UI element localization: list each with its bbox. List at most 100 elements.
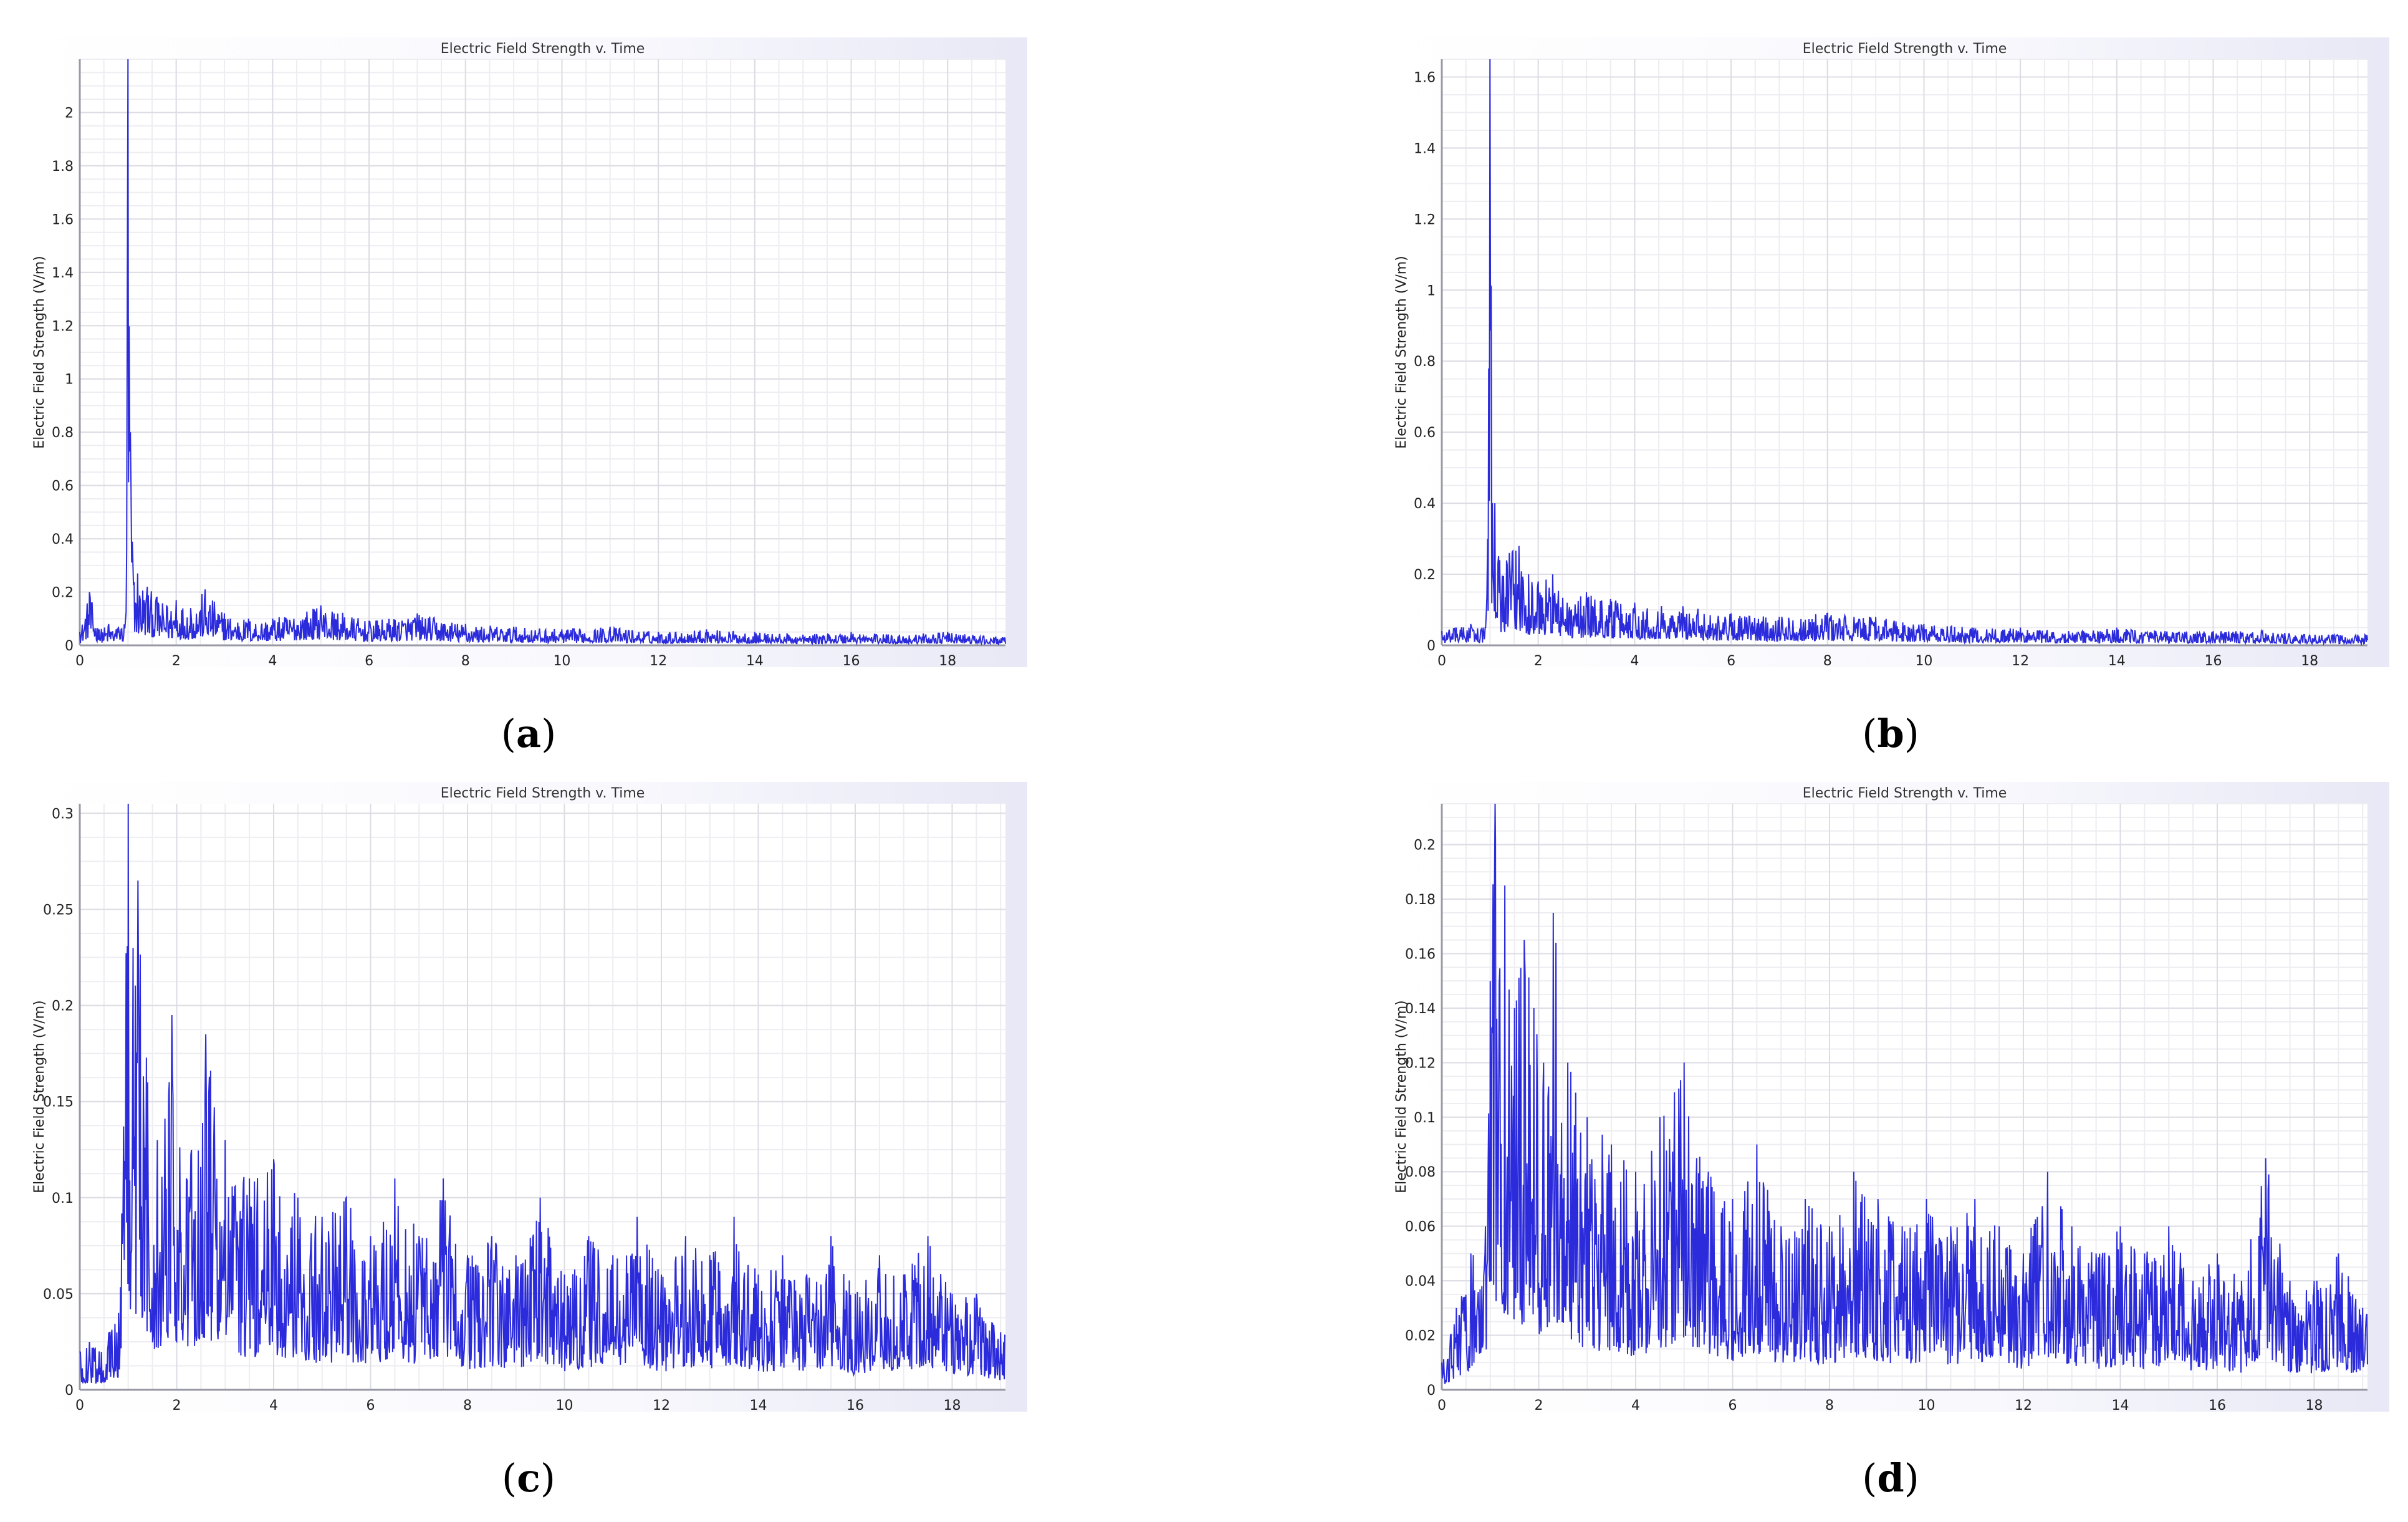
x-tick-label: 8 [461,653,470,667]
x-tick-label: 14 [746,653,764,667]
y-tick-label: 0.2 [52,999,74,1014]
y-axis-label: Electric Field Strength (V/m) [1394,1000,1409,1193]
y-tick-label: 1.8 [52,159,74,175]
chart-b-svg: 0 2 4 6 8 10 12 14 16 18 0 0.2 0.4 0.6 0.8 1 1.2 1.4 1.6 El… [1392,37,2389,667]
y-axis-label: Electric Field Strength (V/m) [32,1000,47,1193]
chart-title: Electric Field Strength v. Time [1803,786,2007,801]
x-tick-label: 4 [1630,653,1639,667]
x-tick-label: 6 [366,1398,375,1412]
y-tick-label: 0.4 [52,532,74,547]
y-tick-label: 0.6 [52,479,74,494]
caption-d-letter: d [1877,1455,1904,1501]
x-tick-label: 18 [939,653,956,667]
y-tick-label: 0.3 [52,806,74,822]
y-tick-label: 0 [1427,1383,1436,1399]
y-axis-label: Electric Field Strength (V/m) [32,256,47,449]
caption-b-letter: b [1877,711,1904,756]
y-tick-label: 0.16 [1405,946,1436,962]
caption-d: (d) [1862,1455,1919,1501]
plot-area [1442,59,2367,645]
x-tick-label: 4 [269,1398,278,1412]
x-tick-label: 16 [843,653,860,667]
chart-title: Electric Field Strength v. Time [441,41,645,57]
y-tick-label: 0.12 [1405,1056,1436,1071]
x-tick-label: 2 [1534,1398,1543,1412]
x-axis-label: Time (us) [1872,666,1937,667]
y-tick-label: 0.4 [1414,496,1436,512]
x-tick-label: 12 [2012,653,2029,667]
chart-title: Electric Field Strength v. Time [441,786,645,801]
y-tick-label: 0.05 [43,1287,74,1303]
y-tick-label: 0.18 [1405,892,1436,908]
x-tick-label: 4 [1631,1398,1640,1412]
x-tick-label: 2 [1534,653,1543,667]
x-tick-label: 16 [847,1398,864,1412]
x-tick-label: 18 [943,1398,961,1412]
series-line [1441,59,2368,647]
x-tick-label: 8 [1825,1398,1834,1412]
x-tick-label: 8 [463,1398,472,1412]
caption-c-letter: c [517,1455,540,1501]
x-tick-label: 10 [553,653,570,667]
x-tick-label: 6 [1728,1398,1737,1412]
y-tick-label: 0.14 [1405,1001,1436,1017]
x-tick-label: 4 [268,653,277,667]
x-tick-label: 14 [2108,653,2126,667]
y-tick-label: 0 [65,638,74,654]
x-tick-label: 16 [2205,653,2222,667]
x-tick-label: 0 [1437,653,1446,667]
x-tick-label: 0 [75,1398,84,1412]
x-tick-label: 12 [2015,1398,2032,1412]
x-tick-label: 0 [1437,1398,1446,1412]
caption-c: (c) [501,1455,556,1501]
x-tick-label: 8 [1823,653,1832,667]
y-tick-label: 0.8 [1414,354,1436,370]
caption-a-letter: a [516,711,542,756]
y-tick-label: 0 [65,1383,74,1399]
x-tick-label: 18 [2301,653,2318,667]
y-tick-label: 2 [65,105,74,121]
plot-area [80,804,1005,1390]
y-tick-label: 0.15 [43,1095,74,1110]
x-tick-label: 0 [75,653,84,667]
chart-d-svg: 0 2 4 6 8 10 12 14 16 18 0 0.02 0.04 0.06 0.08 0.1 0.12 0… [1392,782,2389,1412]
x-tick-label: 10 [555,1398,573,1412]
x-tick-label: 6 [365,653,373,667]
y-tick-label: 1.6 [52,212,74,228]
series-line [79,59,1006,646]
chart-title: Electric Field Strength v. Time [1803,41,2007,57]
y-tick-label: 1.4 [1414,141,1436,157]
chart-panel-b: 0 2 4 6 8 10 12 14 16 18 0 0.2 0.4 0.6 0.8 1 1.2 1.4 1.6 El… [1392,37,2389,667]
chart-panel-a: 0 2 4 6 8 10 12 14 16 18 0 0.2 0.4 0.6 0.8 1 1.2 1.4 1.6 1.… [30,37,1027,667]
y-tick-label: 1.4 [52,266,74,281]
y-tick-label: 1.2 [52,319,74,334]
y-tick-label: 0.2 [1414,567,1436,583]
x-tick-label: 12 [653,1398,670,1412]
y-tick-label: 0 [1427,638,1436,654]
caption-b: (b) [1862,711,1919,756]
series-line [79,803,1006,1384]
x-tick-label: 14 [749,1398,767,1412]
x-axis-label: Time (us) [510,1410,575,1412]
y-tick-label: 0.1 [52,1191,74,1207]
x-axis-label: Time (us) [1872,1410,1937,1412]
y-tick-label: 1.2 [1414,212,1436,228]
x-tick-label: 10 [1917,1398,1935,1412]
y-tick-label: 0.2 [1414,838,1436,854]
series-line [1441,803,2368,1384]
y-tick-label: 0.02 [1405,1329,1436,1344]
y-axis-label: Electric Field Strength (V/m) [1394,256,1409,449]
x-tick-label: 12 [650,653,667,667]
x-axis-label: Time (us) [510,666,575,667]
y-tick-label: 0.8 [52,425,74,441]
y-tick-label: 0.6 [1414,425,1436,441]
x-tick-label: 10 [1915,653,1932,667]
chart-panel-c: 0 2 4 6 8 10 12 14 16 18 0 0.05 0.1 0.15 0.2 0.25 0.3 Ele… [30,782,1027,1412]
y-tick-label: 1 [65,372,74,388]
y-tick-label: 0.25 [43,903,74,918]
chart-c-svg: 0 2 4 6 8 10 12 14 16 18 0 0.05 0.1 0.15 0.2 0.25 0.3 Ele… [30,782,1027,1412]
y-tick-label: 1 [1427,283,1436,299]
y-tick-label: 0.06 [1405,1220,1436,1235]
chart-panel-d: 0 2 4 6 8 10 12 14 16 18 0 0.02 0.04 0.06 0.08 0.1 0.12 0… [1392,782,2389,1412]
x-tick-label: 16 [2209,1398,2226,1412]
